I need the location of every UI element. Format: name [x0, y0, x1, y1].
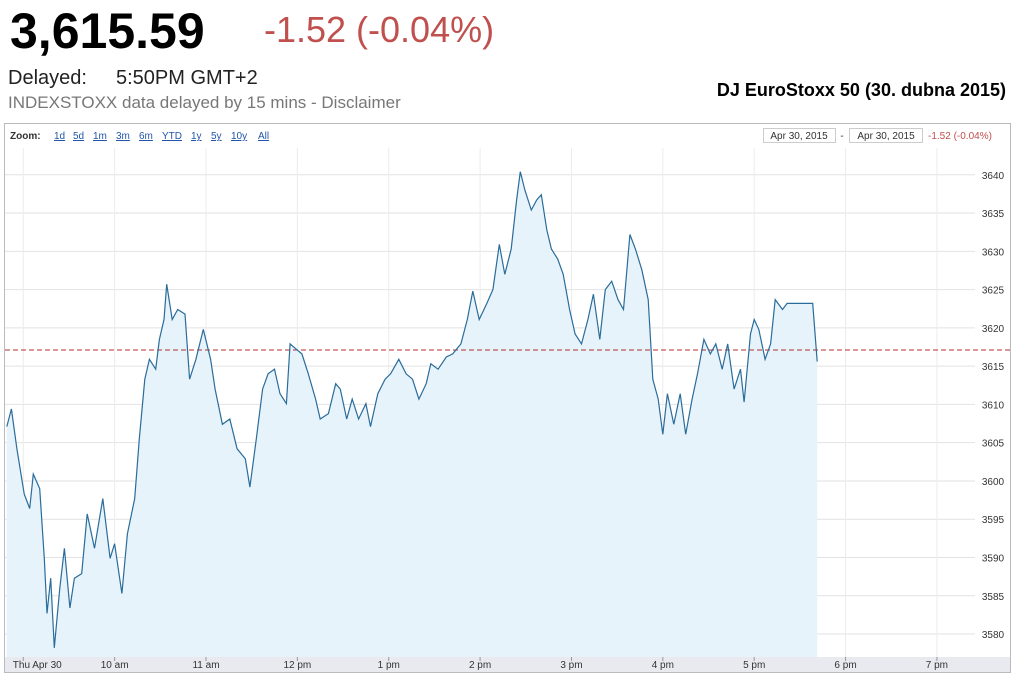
y-tick-label: 3585 [982, 592, 1005, 603]
x-tick-label: Thu Apr 30 [13, 660, 62, 671]
x-tick-label: 4 pm [652, 660, 674, 671]
zoom-option[interactable]: 5d [73, 131, 84, 142]
y-tick-label: 3600 [982, 477, 1005, 488]
range-end[interactable]: Apr 30, 2015 [857, 131, 915, 142]
caption: DJ EuroStoxx 50 (30. dubna 2015) [717, 80, 1006, 100]
range-start[interactable]: Apr 30, 2015 [770, 131, 828, 142]
zoom-label: Zoom: [10, 131, 41, 142]
zoom-option[interactable]: 6m [139, 131, 153, 142]
x-tick-label: 7 pm [926, 660, 948, 671]
zoom-option[interactable]: 1y [191, 131, 202, 142]
x-tick-label: 11 am [192, 660, 219, 671]
range-change: -1.52 (-0.04%) [928, 131, 992, 142]
x-tick-label: 2 pm [469, 660, 491, 671]
range-box[interactable] [849, 128, 923, 143]
change: -1.52 (-0.04%) [264, 9, 494, 50]
y-tick-label: 3625 [982, 286, 1005, 297]
line [6, 171, 818, 648]
x-tick-label: 3 pm [560, 660, 582, 671]
y-tick-label: 3640 [982, 171, 1005, 182]
y-tick-label: 3615 [982, 362, 1005, 373]
x-tick-label: 10 am [101, 660, 129, 671]
range-separator: - [840, 131, 843, 142]
x-tick-label: 12 pm [283, 660, 311, 671]
x-tick-label: 1 pm [378, 660, 400, 671]
x-tick-label: 5 pm [743, 660, 765, 671]
y-tick-label: 3630 [982, 247, 1005, 258]
y-tick-label: 3580 [982, 630, 1005, 641]
x-tick-label: 6 pm [834, 660, 856, 671]
y-tick-label: 3620 [982, 324, 1005, 335]
y-tick-label: 3610 [982, 400, 1005, 411]
zoom-option[interactable]: 3m [116, 131, 130, 142]
time: 5:50PM GMT+2 [116, 67, 258, 89]
chart-frame [4, 123, 1011, 673]
zoom-option[interactable]: All [258, 131, 269, 142]
range-box[interactable] [763, 128, 836, 143]
zoom-option[interactable]: YTD [162, 131, 182, 142]
price: 3,615.59 [10, 3, 205, 59]
delayed-label: Delayed: [8, 67, 87, 89]
area [6, 171, 818, 657]
zoom-option[interactable]: 10y [231, 131, 247, 142]
y-tick-label: 3635 [982, 209, 1005, 220]
y-tick-label: 3590 [982, 553, 1005, 564]
y-tick-label: 3605 [982, 439, 1005, 450]
zoom-option[interactable]: 5y [211, 131, 222, 142]
x-axis-band [5, 657, 1010, 672]
zoom-option[interactable]: 1d [54, 131, 65, 142]
disclaimer[interactable]: INDEXSTOXX data delayed by 15 mins - Dis… [8, 93, 401, 112]
zoom-option[interactable]: 1m [93, 131, 107, 142]
y-tick-label: 3595 [982, 515, 1005, 526]
